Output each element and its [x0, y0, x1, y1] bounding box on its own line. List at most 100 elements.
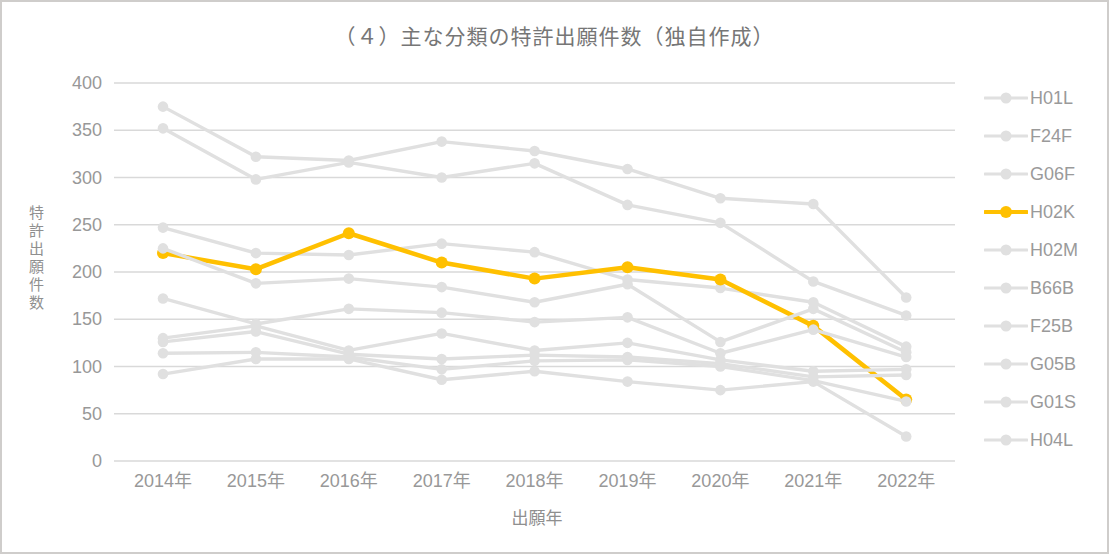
x-axis-title: 出願年	[117, 504, 957, 529]
x-tick-label: 2014年	[115, 469, 211, 493]
series-point-H04L	[344, 354, 355, 365]
y-tick-label: 200	[30, 261, 102, 283]
series-point-H02M	[344, 273, 355, 284]
x-tick-label: 2020年	[672, 469, 768, 493]
y-tick-label: 400	[30, 72, 102, 94]
series-point-G01S	[436, 364, 447, 375]
series-point-B66B	[436, 307, 447, 318]
series-point-H02M	[436, 282, 447, 293]
series-point-H04L	[529, 366, 540, 377]
series-point-B66B	[901, 352, 912, 363]
series-point-H02M	[251, 278, 262, 289]
series-point-B66B	[808, 324, 819, 335]
series-point-G01S	[901, 396, 912, 407]
series-point-G05B	[436, 354, 447, 365]
series-point-G01S	[715, 361, 726, 372]
series-point-H02M	[158, 243, 169, 254]
series-point-H02M	[808, 304, 819, 315]
chart-title: （４）主な分類の特許出願件数（独自作成）	[2, 20, 1107, 50]
series-point-F24F	[436, 172, 447, 183]
series-point-H02K	[250, 263, 262, 275]
series-point-F25B	[622, 338, 633, 349]
legend-item-G01S: G01S	[984, 391, 1078, 413]
x-tick-label: 2021年	[765, 469, 861, 493]
series-point-H02K	[714, 274, 726, 286]
series-point-H04L	[436, 374, 447, 385]
legend-item-G05B: G05B	[984, 353, 1078, 375]
legend-item-F25B: F25B	[984, 315, 1078, 337]
legend-marker-icon	[984, 319, 1028, 333]
y-tick-label: 150	[30, 308, 102, 330]
series-point-G01S	[158, 348, 169, 359]
legend-marker-icon	[984, 91, 1028, 105]
legend-label: H02M	[1030, 240, 1078, 261]
legend: H01L F24F G06F H02K H02M B66B F25B G05B G01S H04L	[984, 87, 1078, 451]
series-point-G06F	[251, 248, 262, 259]
series-point-H04L	[158, 369, 169, 380]
series-point-G05B	[251, 326, 262, 337]
series-line-G06F	[163, 228, 906, 347]
series-point-H04L	[901, 431, 912, 442]
series-point-H04L	[622, 376, 633, 387]
legend-marker-icon	[984, 395, 1028, 409]
series-point-B66B	[158, 293, 169, 304]
y-tick-label: 0	[30, 450, 102, 472]
series-point-H01L	[251, 151, 262, 162]
legend-item-B66B: B66B	[984, 277, 1078, 299]
legend-label: G05B	[1030, 354, 1076, 375]
series-point-H01L	[436, 136, 447, 147]
series-point-F25B	[436, 328, 447, 339]
series-point-F24F	[158, 123, 169, 134]
legend-marker-icon	[984, 167, 1028, 181]
legend-marker-icon	[984, 205, 1028, 219]
series-point-H02M	[622, 279, 633, 290]
series-point-G05B	[158, 337, 169, 348]
legend-marker-icon	[984, 129, 1028, 143]
legend-label: G06F	[1030, 164, 1075, 185]
x-tick-label: 2016年	[301, 469, 397, 493]
series-point-H01L	[901, 292, 912, 303]
legend-label: F25B	[1030, 316, 1073, 337]
chart-container: （４）主な分類の特許出願件数（独自作成） 特許出願件数 出願年 H01LF24F…	[0, 0, 1109, 554]
series-point-G01S	[529, 356, 540, 367]
legend-label: F24F	[1030, 126, 1072, 147]
legend-marker-icon	[984, 243, 1028, 257]
series-point-H04L	[808, 376, 819, 387]
legend-item-H04L: H04L	[984, 429, 1078, 451]
series-point-H01L	[529, 146, 540, 157]
series-point-F24F	[251, 174, 262, 185]
series-point-H02K	[343, 227, 355, 239]
series-point-H02M	[715, 337, 726, 348]
legend-label: B66B	[1030, 278, 1074, 299]
x-tick-label: 2015年	[208, 469, 304, 493]
series-point-G06F	[529, 247, 540, 258]
series-point-F24F	[622, 200, 633, 211]
x-tick-label: 2018年	[487, 469, 583, 493]
series-point-H02K	[622, 261, 634, 273]
legend-item-F24F: F24F	[984, 125, 1078, 147]
x-tick-label: 2017年	[394, 469, 490, 493]
series-point-F24F	[715, 218, 726, 229]
series-point-B66B	[622, 312, 633, 323]
legend-marker-icon	[984, 357, 1028, 371]
series-point-F24F	[901, 310, 912, 321]
legend-marker-icon	[984, 281, 1028, 295]
series-point-H04L	[715, 385, 726, 396]
legend-item-H01L: H01L	[984, 87, 1078, 109]
series-point-H01L	[715, 193, 726, 204]
series-point-F24F	[529, 158, 540, 169]
series-point-H01L	[158, 101, 169, 112]
y-tick-label: 250	[30, 214, 102, 236]
legend-label: H02K	[1030, 202, 1075, 223]
series-point-H02M	[529, 297, 540, 308]
legend-item-H02K: H02K	[984, 201, 1078, 223]
series-point-H04L	[251, 354, 262, 365]
series-point-F24F	[808, 276, 819, 287]
legend-item-H02M: H02M	[984, 239, 1078, 261]
series-point-G05B	[901, 370, 912, 381]
series-point-H02K	[529, 273, 541, 285]
series-point-H01L	[808, 199, 819, 210]
y-tick-label: 350	[30, 119, 102, 141]
series-point-B66B	[529, 317, 540, 328]
legend-label: G01S	[1030, 392, 1076, 413]
